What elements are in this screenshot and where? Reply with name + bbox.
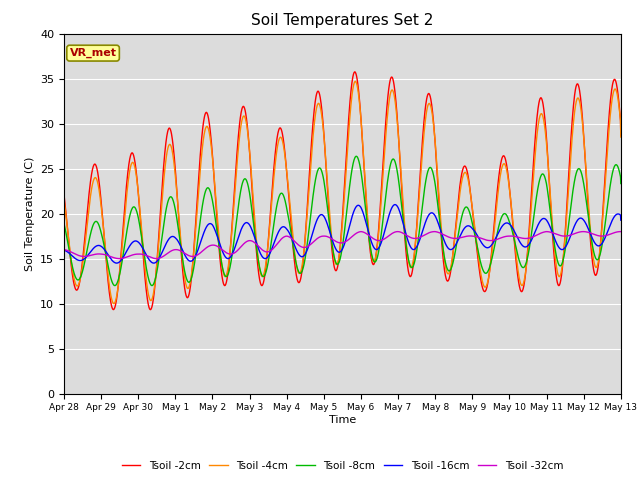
Tsoil -32cm — [601, 233, 609, 239]
Tsoil -32cm — [499, 234, 507, 240]
Tsoil -2cm — [601, 176, 609, 181]
Tsoil -8cm — [148, 283, 156, 288]
Tsoil -2cm — [147, 307, 154, 312]
Tsoil -32cm — [88, 252, 96, 258]
Tsoil -4cm — [60, 197, 68, 203]
Tsoil -16cm — [602, 235, 609, 240]
Tsoil -2cm — [331, 267, 339, 273]
Tsoil -32cm — [331, 238, 339, 244]
Tsoil -8cm — [316, 166, 324, 171]
Tsoil -8cm — [331, 257, 339, 263]
Tsoil -32cm — [602, 233, 609, 239]
Tsoil -4cm — [351, 79, 359, 84]
Tsoil -4cm — [331, 259, 339, 265]
Tsoil -2cm — [60, 192, 68, 197]
Tsoil -4cm — [499, 162, 507, 168]
Tsoil -8cm — [88, 224, 96, 230]
Tsoil -8cm — [60, 221, 68, 227]
Tsoil -4cm — [602, 180, 609, 186]
Tsoil -4cm — [316, 104, 324, 110]
Line: Tsoil -16cm: Tsoil -16cm — [64, 204, 621, 263]
Tsoil -4cm — [617, 134, 625, 140]
Tsoil -16cm — [499, 222, 507, 228]
Tsoil -8cm — [499, 212, 507, 217]
Line: Tsoil -8cm: Tsoil -8cm — [64, 156, 621, 286]
Tsoil -16cm — [88, 247, 96, 252]
Tsoil -4cm — [110, 300, 118, 306]
Tsoil -4cm — [88, 181, 96, 187]
Tsoil -8cm — [601, 223, 609, 228]
Tsoil -16cm — [617, 217, 625, 223]
Tsoil -2cm — [88, 167, 96, 173]
Tsoil -32cm — [394, 229, 401, 235]
Tsoil -8cm — [353, 154, 360, 159]
Tsoil -2cm — [617, 132, 625, 138]
Tsoil -32cm — [617, 229, 625, 235]
Tsoil -4cm — [601, 184, 609, 190]
Tsoil -16cm — [316, 212, 324, 218]
Line: Tsoil -2cm: Tsoil -2cm — [64, 72, 621, 310]
Tsoil -16cm — [601, 235, 609, 241]
Line: Tsoil -4cm: Tsoil -4cm — [64, 82, 621, 303]
Tsoil -16cm — [113, 260, 120, 266]
Title: Soil Temperatures Set 2: Soil Temperatures Set 2 — [252, 13, 433, 28]
Tsoil -32cm — [152, 256, 160, 262]
Tsoil -2cm — [499, 153, 507, 159]
X-axis label: Time: Time — [329, 415, 356, 425]
Tsoil -16cm — [391, 202, 399, 207]
Tsoil -16cm — [60, 247, 68, 253]
Tsoil -8cm — [617, 180, 625, 186]
Tsoil -32cm — [60, 247, 68, 252]
Y-axis label: Soil Temperature (C): Soil Temperature (C) — [24, 156, 35, 271]
Text: VR_met: VR_met — [70, 48, 116, 58]
Tsoil -16cm — [331, 244, 339, 250]
Tsoil -2cm — [351, 69, 358, 75]
Legend: Tsoil -2cm, Tsoil -4cm, Tsoil -8cm, Tsoil -16cm, Tsoil -32cm: Tsoil -2cm, Tsoil -4cm, Tsoil -8cm, Tsoi… — [118, 456, 567, 475]
Tsoil -32cm — [316, 234, 324, 240]
Tsoil -2cm — [316, 95, 324, 101]
Tsoil -8cm — [602, 220, 609, 226]
Tsoil -2cm — [602, 171, 609, 177]
Line: Tsoil -32cm: Tsoil -32cm — [64, 232, 621, 259]
